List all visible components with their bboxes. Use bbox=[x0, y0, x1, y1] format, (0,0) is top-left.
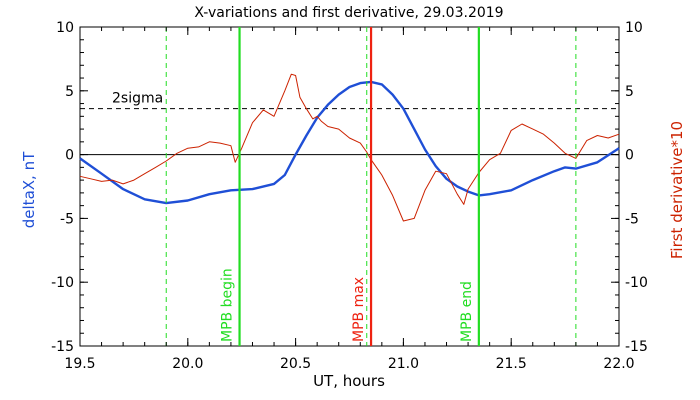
y-tick-label-right: 5 bbox=[625, 84, 634, 100]
x-tick-label: 19.5 bbox=[64, 356, 95, 372]
plot-frame bbox=[79, 26, 620, 347]
vertical-label-mpb-end: MPB end bbox=[459, 281, 475, 342]
y-tick-label-left: 5 bbox=[65, 84, 74, 100]
x-tick-label: 21.5 bbox=[496, 356, 527, 372]
y-tick-label-left: 0 bbox=[65, 148, 74, 164]
reference-label-twosigma: 2sigma bbox=[112, 91, 163, 107]
y-tick-label-right: -15 bbox=[625, 339, 648, 355]
x-tick-label: 20.0 bbox=[172, 356, 203, 372]
y-axis-title-right: First derivative*10 bbox=[668, 121, 686, 259]
y-axis-title-left: deltaX, nT bbox=[20, 151, 38, 228]
vertical-label-mpb-begin: MPB begin bbox=[220, 268, 236, 342]
series-derivative-line bbox=[79, 73, 620, 222]
y-tick-label-left: -15 bbox=[51, 339, 74, 355]
y-tick-label-right: -5 bbox=[625, 211, 639, 227]
y-tick-label-left: -5 bbox=[60, 211, 74, 227]
vertical-lines-layer: MPB begin MPB max MPB end bbox=[165, 27, 577, 346]
x-axis-title: UT, hours bbox=[313, 372, 385, 390]
y-tick-label-left: -10 bbox=[51, 275, 74, 291]
y-tick-label-right: 0 bbox=[625, 148, 634, 164]
x-tick-label: 21.0 bbox=[388, 356, 419, 372]
axes-layer: 19.5 20.0 20.5 21.0 21.5 22.0-15 -15-10 -10-5 -5… bbox=[51, 20, 648, 372]
vertical-label-mpb-max: MPB max bbox=[351, 277, 367, 342]
x-tick-label: 22.0 bbox=[603, 356, 634, 372]
y-tick-label-right: -10 bbox=[625, 275, 648, 291]
chart-title: X-variations and first derivative, 29.03… bbox=[194, 5, 503, 21]
y-tick-label-right: 10 bbox=[625, 20, 643, 36]
x-tick-label: 20.5 bbox=[280, 356, 311, 372]
y-tick-label-left: 10 bbox=[56, 20, 74, 36]
